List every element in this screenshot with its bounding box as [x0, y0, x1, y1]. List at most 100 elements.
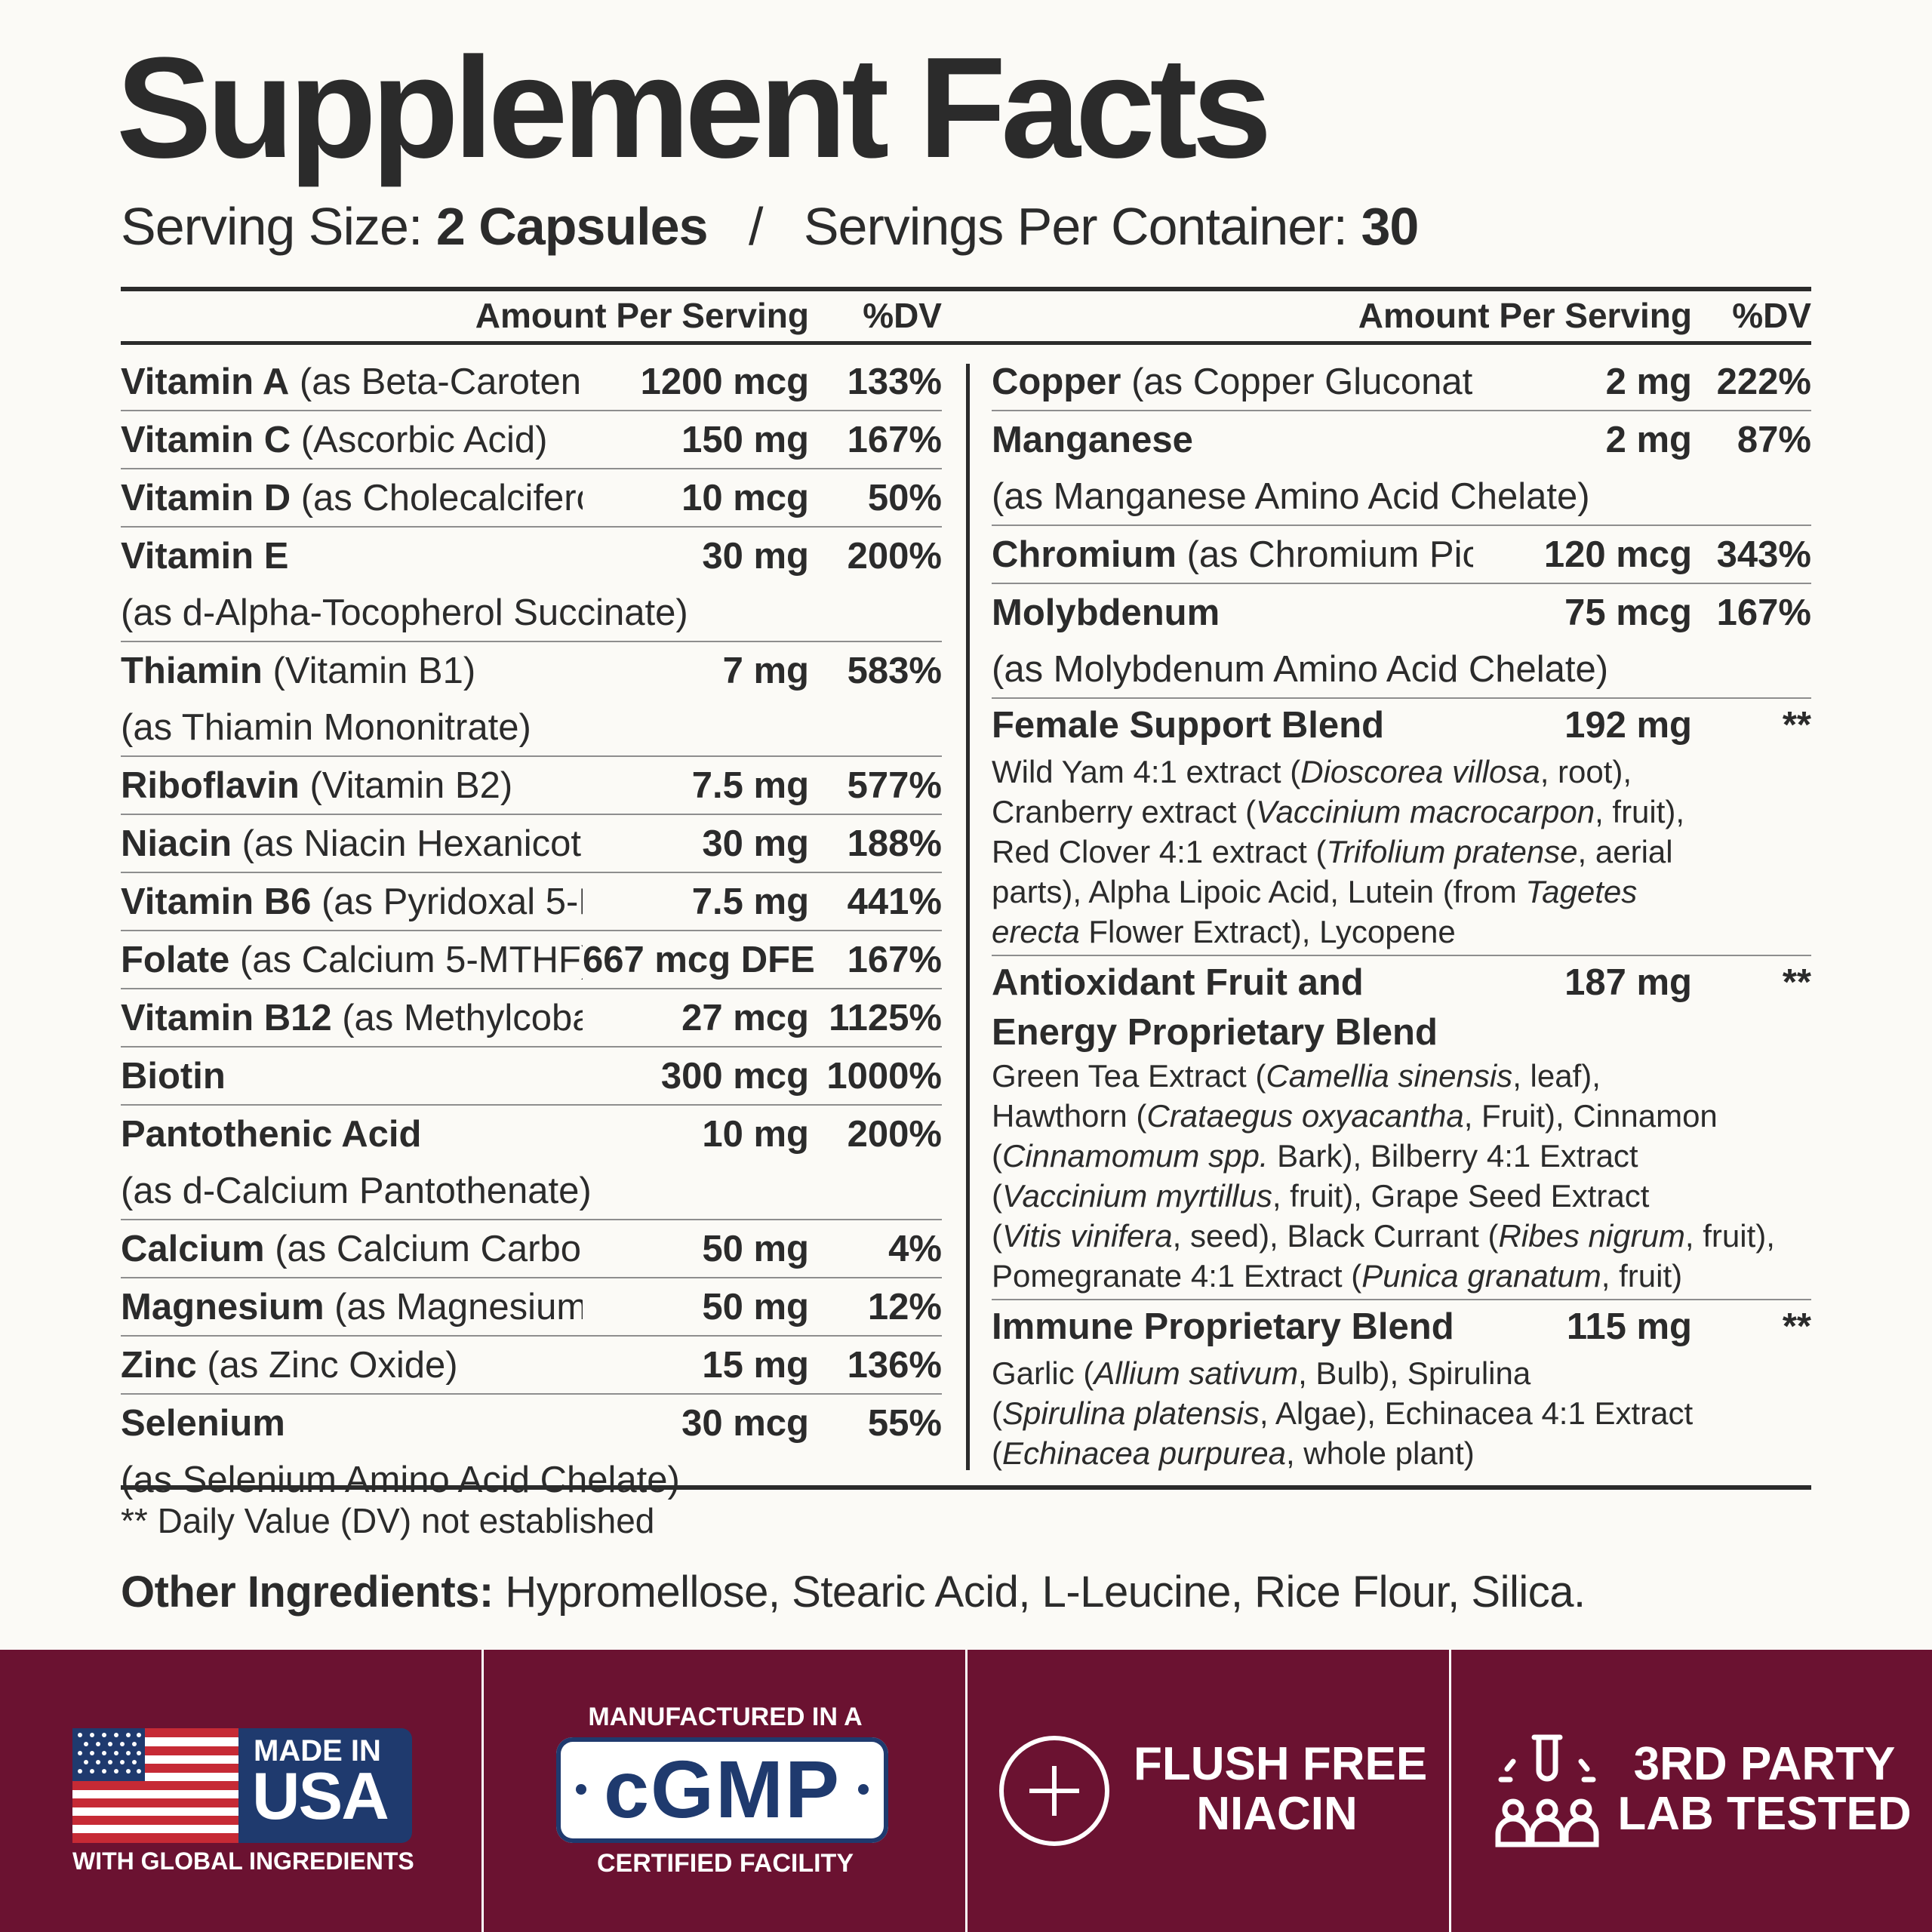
nutrient-source: (as Zinc Oxide)	[196, 1344, 458, 1386]
nutrient-row: Chromium (as Chromium Picolinate) 120 mcg…	[992, 526, 1811, 584]
nutrient-dv: 133%	[847, 361, 942, 402]
other-ingredients: Other Ingredients: Hypromellose, Stearic…	[121, 1567, 1586, 1617]
botanical-name: Trifolium pratense	[1326, 834, 1578, 869]
nutrient-source: (as Magnesium Oxide)	[334, 1286, 583, 1327]
nutrient-name-cell: Thiamin (Vitamin B1)	[121, 650, 583, 692]
nutrient-source: (as Chromium Picolinate)	[1186, 534, 1473, 575]
column-divider	[966, 364, 970, 1470]
ingredient-text: Cranberry extract (	[992, 794, 1257, 829]
nutrient-name: Vitamin D	[121, 477, 291, 518]
nutrient-amount: 1200 mcg	[640, 361, 809, 402]
nutrient-name-cell: Molybdenum	[992, 592, 1473, 634]
page-title: Supplement Facts	[116, 28, 1272, 188]
nutrient-dv: 583%	[847, 650, 942, 691]
nutrient-line: Calcium (as Calcium Carbonate) 50 mg 4%	[121, 1220, 942, 1277]
nutrient-line: Vitamin B12 (as Methylcobalamin) 27 mcg 11…	[121, 989, 942, 1046]
third-party-text: 3RD PARTY	[1633, 1738, 1896, 1790]
cgmp-dot-left-icon	[576, 1784, 586, 1795]
botanical-name: Punica granatum	[1361, 1258, 1601, 1294]
nutrient-name: Zinc	[121, 1344, 197, 1386]
blend-dv: **	[1782, 705, 1811, 746]
ingredient-text: Wild Yam 4:1 extract (	[992, 754, 1301, 789]
ingredient-text: , Bulb), Spirulina	[1298, 1355, 1531, 1391]
made-in-usa-badge: MADE IN USA WITH GLOBAL INGREDIENTS	[0, 1650, 483, 1932]
nutrient-row: Zinc (as Zinc Oxide) 15 mg 136%	[121, 1337, 942, 1395]
nutrient-name: Niacin	[121, 823, 232, 864]
nutrient-line: Vitamin D (as Cholecalciferol) 10 mcg 50%	[121, 469, 942, 526]
flush-free-badge: FLUSH FREE NIACIN	[968, 1650, 1451, 1932]
blend-name: Antioxidant Fruit and	[992, 962, 1364, 1003]
nutrient-source-detail: (as Thiamin Mononitrate)	[121, 706, 531, 748]
nutrient-name: Biotin	[121, 1055, 226, 1097]
nutrient-row: Vitamin E 30 mg 200% (as d-Alpha-Tocopherol…	[121, 528, 942, 642]
nutrient-amount: 50 mg	[702, 1286, 809, 1327]
nutrient-name: Molybdenum	[992, 592, 1220, 633]
nutrient-name-cell: Manganese	[992, 419, 1473, 461]
nutrient-row: Molybdenum 75 mcg 167% (as Molybdenum Amino…	[992, 584, 1811, 699]
nutrient-line: Niacin (as Niacin Hexanicotinate) 30 mg 18…	[121, 815, 942, 872]
nutrient-source: (as Calcium 5-MTHF)	[229, 939, 583, 980]
blend-ingredient-line: (Vaccinium myrtillus, fruit), Grape Seed…	[992, 1176, 1811, 1216]
nutrient-dv: 222%	[1716, 361, 1811, 402]
nutrient-name-cell: Vitamin D (as Cholecalciferol)	[121, 477, 583, 519]
nutrient-name: Calcium	[121, 1228, 265, 1269]
botanical-name: Echinacea purpurea	[1002, 1435, 1286, 1471]
nutrient-amount: 7 mg	[722, 650, 809, 691]
nutrient-source-detail: (as Molybdenum Amino Acid Chelate)	[992, 648, 1609, 690]
nutrient-amount: 10 mcg	[681, 477, 809, 518]
lab-tested-text: LAB TESTED	[1617, 1788, 1912, 1840]
nutrient-amount: 7.5 mg	[691, 764, 809, 806]
botanical-name: Vitis vinifera	[1002, 1218, 1173, 1254]
nutrient-row: Selenium 30 mcg 55% (as Selenium Amino Acid…	[121, 1395, 942, 1508]
nutrient-source: (as Cholecalciferol)	[300, 477, 583, 518]
blend-name-cell: Energy Proprietary Blend	[992, 1011, 1811, 1054]
ingredient-text: Hawthorn (	[992, 1098, 1147, 1134]
lab-tested-badge: 3RD PARTY LAB TESTED	[1451, 1650, 1932, 1932]
nutrient-amount: 667 mcg DFE	[583, 939, 815, 980]
nutrient-dv: 1000%	[826, 1055, 942, 1097]
blend-line: Female Support Blend 192 mg **	[992, 699, 1811, 752]
header-rule	[121, 341, 1811, 345]
servings-per-container-label: Servings Per Container:	[803, 197, 1348, 256]
nutrient-source: (as Beta-Carotene)	[289, 361, 583, 402]
nutrient-line: Manganese 2 mg 87%	[992, 411, 1811, 468]
dv-header: %DV	[1732, 296, 1811, 335]
blend-ingredient-line: (Echinacea purpurea, whole plant)	[992, 1433, 1811, 1473]
blend-name-cell: Immune Proprietary Blend	[992, 1306, 1473, 1348]
nutrient-name-cell: Pantothenic Acid	[121, 1113, 583, 1155]
usa-text: USA	[252, 1758, 389, 1833]
nutrient-dv: 167%	[1716, 592, 1811, 633]
manufactured-text: MANUFACTURED IN A	[588, 1703, 863, 1731]
nutrient-name: Folate	[121, 939, 230, 980]
blend-ingredient-line: parts), Alpha Lipoic Acid, Lutein (from …	[992, 872, 1811, 912]
ingredient-text: , Algae), Echinacea 4:1 Extract	[1259, 1395, 1694, 1431]
right-column-header: Amount Per Serving %DV	[992, 290, 1811, 341]
nutrient-name-cell: Vitamin B12 (as Methylcobalamin)	[121, 997, 583, 1039]
nutrient-amount: 10 mg	[702, 1113, 809, 1155]
blend-name: Immune Proprietary Blend	[992, 1306, 1454, 1347]
right-nutrient-column: Copper (as Copper Gluconate) 2 mg 222% Mang…	[992, 353, 1811, 1476]
nutrient-source-detail: (as d-Calcium Pantothenate)	[121, 1170, 592, 1211]
nutrient-line: Vitamin A (as Beta-Carotene) 1200 mcg 133%	[121, 353, 942, 410]
nutrient-row: Vitamin B12 (as Methylcobalamin) 27 mcg 11…	[121, 989, 942, 1048]
serving-separator: /	[748, 197, 763, 256]
other-ingredients-label: Other Ingredients:	[121, 1567, 494, 1617]
nutrient-name: Copper	[992, 361, 1121, 402]
blend-ingredients: Garlic (Allium sativum, Bulb), Spirulina…	[992, 1353, 1811, 1476]
nutrient-name-cell: Chromium (as Chromium Picolinate)	[992, 534, 1473, 576]
nutrient-name-cell: Riboflavin (Vitamin B2)	[121, 764, 583, 807]
blend-dv: **	[1782, 962, 1811, 1003]
ingredient-text: , fruit),	[1684, 1218, 1775, 1254]
ingredient-text: , Fruit), Cinnamon	[1463, 1098, 1718, 1134]
ingredient-text: Red Clover 4:1 extract (	[992, 834, 1327, 869]
global-ingredients-text: WITH GLOBAL INGREDIENTS	[72, 1847, 414, 1875]
cgmp-badge: MANUFACTURED IN A cGMP CERTIFIED FACILIT…	[484, 1650, 967, 1932]
nutrient-amount: 30 mcg	[681, 1402, 809, 1444]
blend-row: Antioxidant Fruit and 187 mg ** Energy Prop…	[992, 956, 1811, 1300]
nutrient-row: Vitamin B6 (as Pyridoxal 5-Phosphate) 7.5…	[121, 873, 942, 931]
nutrient-dv: 200%	[847, 1113, 942, 1155]
nutrient-dv: 441%	[847, 881, 942, 922]
nutrient-amount: 120 mcg	[1543, 534, 1692, 575]
ingredient-text: , fruit),	[1595, 794, 1685, 829]
ingredient-text: , root),	[1540, 754, 1632, 789]
